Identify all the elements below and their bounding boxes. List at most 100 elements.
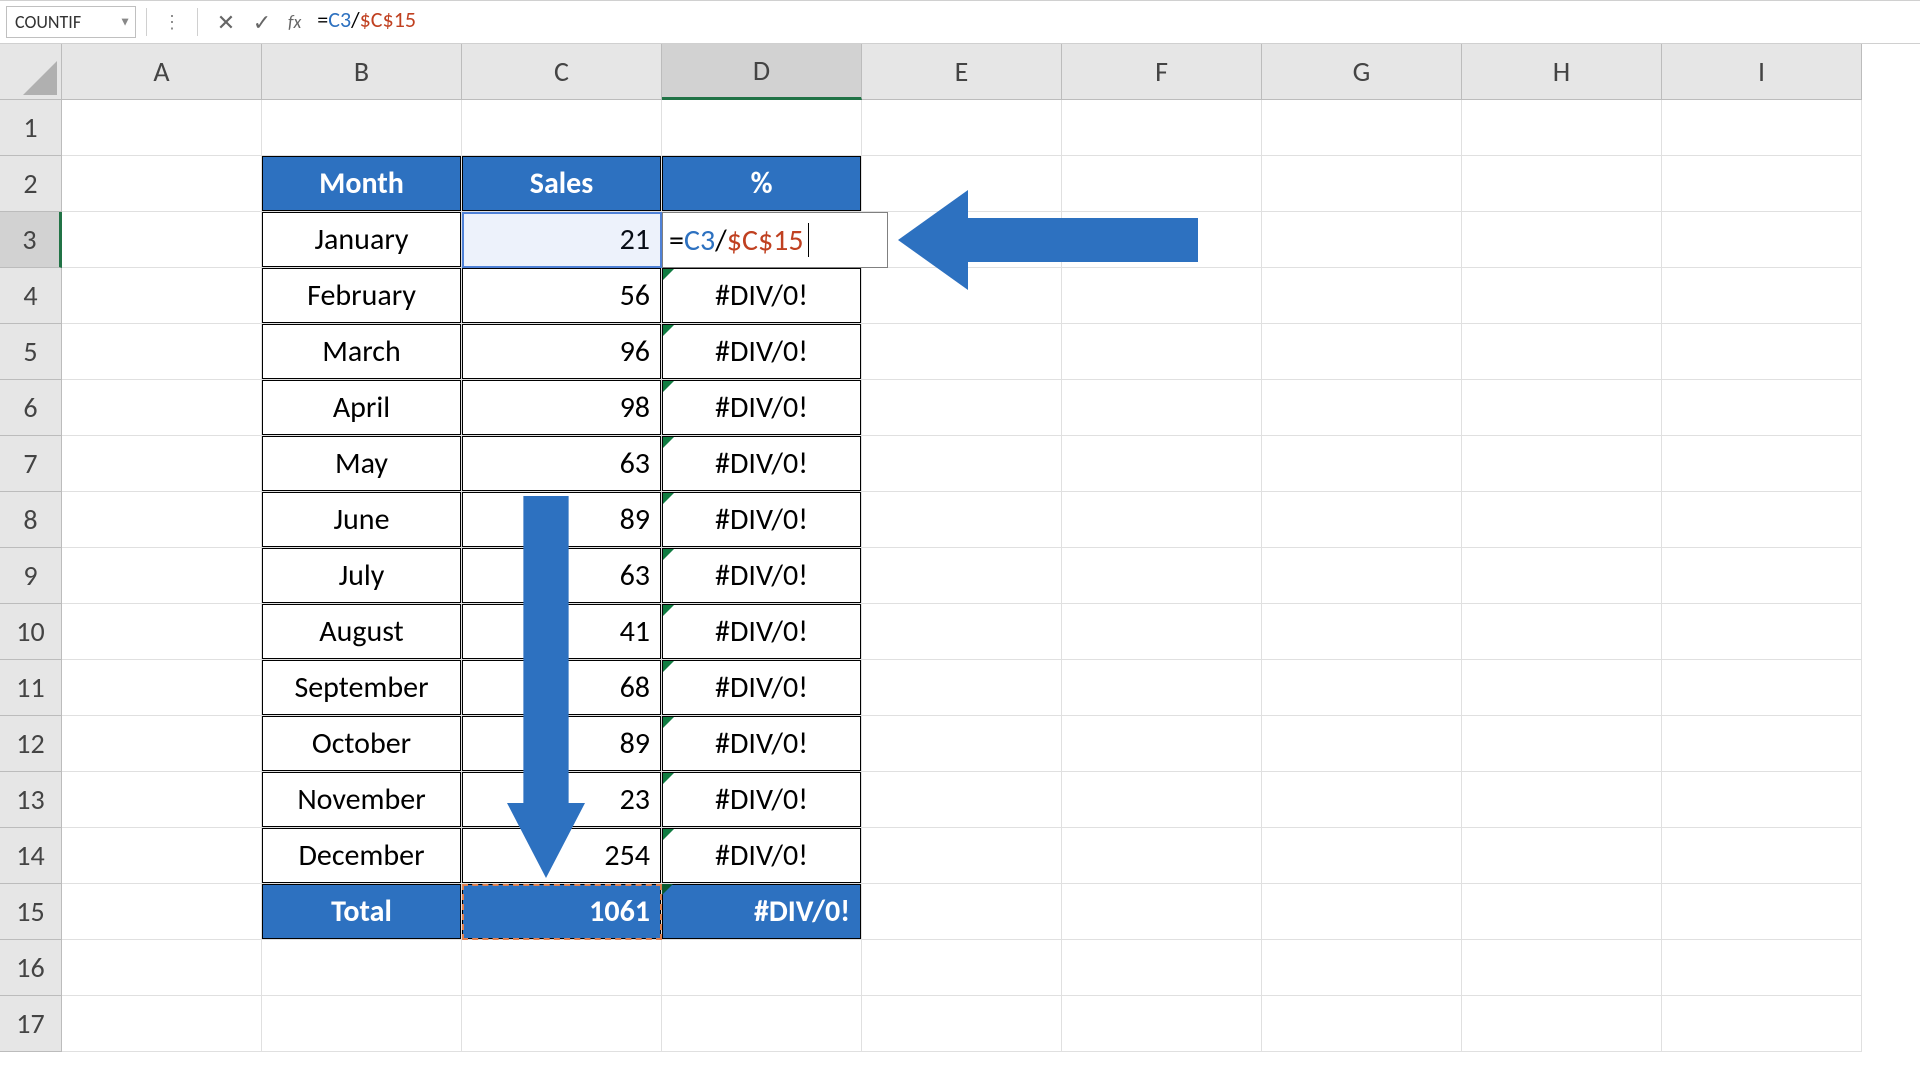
cell-F12[interactable] bbox=[1062, 716, 1262, 772]
cell-D17[interactable] bbox=[662, 996, 862, 1052]
cell-B9[interactable]: July bbox=[262, 548, 462, 604]
cell-A1[interactable] bbox=[62, 100, 262, 156]
cell-I3[interactable] bbox=[1662, 212, 1862, 268]
row-header-14[interactable]: 14 bbox=[0, 828, 62, 884]
cell-C5[interactable]: 96 bbox=[462, 324, 662, 380]
cell-E11[interactable] bbox=[862, 660, 1062, 716]
cell-G1[interactable] bbox=[1262, 100, 1462, 156]
cell-G9[interactable] bbox=[1262, 548, 1462, 604]
cell-B4[interactable]: February bbox=[262, 268, 462, 324]
cell-I1[interactable] bbox=[1662, 100, 1862, 156]
cell-B17[interactable] bbox=[262, 996, 462, 1052]
cell-H3[interactable] bbox=[1462, 212, 1662, 268]
cell-F10[interactable] bbox=[1062, 604, 1262, 660]
col-header-B[interactable]: B bbox=[262, 44, 462, 100]
cell-I5[interactable] bbox=[1662, 324, 1862, 380]
cell-B15[interactable]: Total bbox=[262, 884, 462, 940]
cell-B5[interactable]: March bbox=[262, 324, 462, 380]
cell-E5[interactable] bbox=[862, 324, 1062, 380]
cell-I7[interactable] bbox=[1662, 436, 1862, 492]
cell-G8[interactable] bbox=[1262, 492, 1462, 548]
cell-D4[interactable]: #DIV/0! bbox=[662, 268, 862, 324]
row-header-11[interactable]: 11 bbox=[0, 660, 62, 716]
cell-A17[interactable] bbox=[62, 996, 262, 1052]
cell-D6[interactable]: #DIV/0! bbox=[662, 380, 862, 436]
cell-edit-d3[interactable]: =C3/$C$15 bbox=[662, 212, 888, 268]
cell-I10[interactable] bbox=[1662, 604, 1862, 660]
row-header-12[interactable]: 12 bbox=[0, 716, 62, 772]
cell-A15[interactable] bbox=[62, 884, 262, 940]
cell-A7[interactable] bbox=[62, 436, 262, 492]
row-header-3[interactable]: 3 bbox=[0, 212, 62, 268]
cell-A6[interactable] bbox=[62, 380, 262, 436]
row-header-13[interactable]: 13 bbox=[0, 772, 62, 828]
cell-A11[interactable] bbox=[62, 660, 262, 716]
cell-B11[interactable]: September bbox=[262, 660, 462, 716]
cell-B10[interactable]: August bbox=[262, 604, 462, 660]
cell-G16[interactable] bbox=[1262, 940, 1462, 996]
cell-F17[interactable] bbox=[1062, 996, 1262, 1052]
row-header-1[interactable]: 1 bbox=[0, 100, 62, 156]
cell-I15[interactable] bbox=[1662, 884, 1862, 940]
cell-H7[interactable] bbox=[1462, 436, 1662, 492]
cell-E6[interactable] bbox=[862, 380, 1062, 436]
cell-C3[interactable]: 21 bbox=[462, 212, 662, 268]
cell-E15[interactable] bbox=[862, 884, 1062, 940]
cell-G11[interactable] bbox=[1262, 660, 1462, 716]
cell-A5[interactable] bbox=[62, 324, 262, 380]
cell-A4[interactable] bbox=[62, 268, 262, 324]
cell-I11[interactable] bbox=[1662, 660, 1862, 716]
row-header-5[interactable]: 5 bbox=[0, 324, 62, 380]
cell-C4[interactable]: 56 bbox=[462, 268, 662, 324]
col-header-C[interactable]: C bbox=[462, 44, 662, 100]
select-all-corner[interactable] bbox=[0, 44, 62, 100]
col-header-A[interactable]: A bbox=[62, 44, 262, 100]
row-header-9[interactable]: 9 bbox=[0, 548, 62, 604]
cell-D10[interactable]: #DIV/0! bbox=[662, 604, 862, 660]
cell-G14[interactable] bbox=[1262, 828, 1462, 884]
cell-I8[interactable] bbox=[1662, 492, 1862, 548]
cell-G12[interactable] bbox=[1262, 716, 1462, 772]
cell-B13[interactable]: November bbox=[262, 772, 462, 828]
cell-H12[interactable] bbox=[1462, 716, 1662, 772]
cell-G15[interactable] bbox=[1262, 884, 1462, 940]
cell-F15[interactable] bbox=[1062, 884, 1262, 940]
cell-F16[interactable] bbox=[1062, 940, 1262, 996]
row-header-16[interactable]: 16 bbox=[0, 940, 62, 996]
cell-F6[interactable] bbox=[1062, 380, 1262, 436]
cell-B2[interactable]: Month bbox=[262, 156, 462, 212]
cell-E13[interactable] bbox=[862, 772, 1062, 828]
col-header-G[interactable]: G bbox=[1262, 44, 1462, 100]
cell-D2[interactable]: % bbox=[662, 156, 862, 212]
cell-A2[interactable] bbox=[62, 156, 262, 212]
cell-G6[interactable] bbox=[1262, 380, 1462, 436]
cell-G2[interactable] bbox=[1262, 156, 1462, 212]
cell-H11[interactable] bbox=[1462, 660, 1662, 716]
cell-H9[interactable] bbox=[1462, 548, 1662, 604]
cell-F5[interactable] bbox=[1062, 324, 1262, 380]
cell-G17[interactable] bbox=[1262, 996, 1462, 1052]
cell-B14[interactable]: December bbox=[262, 828, 462, 884]
cell-D15[interactable]: #DIV/0! bbox=[662, 884, 862, 940]
cell-I14[interactable] bbox=[1662, 828, 1862, 884]
cell-G13[interactable] bbox=[1262, 772, 1462, 828]
cell-B1[interactable] bbox=[262, 100, 462, 156]
cell-H15[interactable] bbox=[1462, 884, 1662, 940]
col-header-H[interactable]: H bbox=[1462, 44, 1662, 100]
cell-C17[interactable] bbox=[462, 996, 662, 1052]
cell-E17[interactable] bbox=[862, 996, 1062, 1052]
cell-C1[interactable] bbox=[462, 100, 662, 156]
cell-C16[interactable] bbox=[462, 940, 662, 996]
cell-H5[interactable] bbox=[1462, 324, 1662, 380]
row-header-8[interactable]: 8 bbox=[0, 492, 62, 548]
cell-A3[interactable] bbox=[62, 212, 262, 268]
enter-button[interactable]: ✓ bbox=[244, 6, 280, 38]
cell-C6[interactable]: 98 bbox=[462, 380, 662, 436]
cell-G7[interactable] bbox=[1262, 436, 1462, 492]
cell-C15[interactable]: 1061 bbox=[462, 884, 662, 940]
col-header-I[interactable]: I bbox=[1662, 44, 1862, 100]
cell-A9[interactable] bbox=[62, 548, 262, 604]
cell-H8[interactable] bbox=[1462, 492, 1662, 548]
cell-A14[interactable] bbox=[62, 828, 262, 884]
row-header-4[interactable]: 4 bbox=[0, 268, 62, 324]
